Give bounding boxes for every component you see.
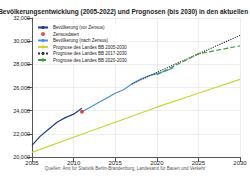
svg-text:26,000: 26,000 <box>13 85 30 91</box>
svg-text:2030: 2030 <box>233 160 247 166</box>
svg-text:Prognose des Landes BB 2017-20: Prognose des Landes BB 2017-2030 <box>53 51 127 56</box>
svg-text:Bevölkerung (vor Zensus): Bevölkerung (vor Zensus) <box>53 25 105 30</box>
svg-text:32,000: 32,000 <box>13 15 30 21</box>
svg-text:Quellen: Amt für Statistik Ber: Quellen: Amt für Statistik Berlin-Brande… <box>45 166 206 171</box>
svg-text:2020: 2020 <box>150 160 164 166</box>
svg-text:24,000: 24,000 <box>13 108 30 114</box>
svg-text:Prognose des Landes BB 2020-20: Prognose des Landes BB 2020-2030 <box>53 58 127 63</box>
svg-text:Prognose des Landes BB 2005-20: Prognose des Landes BB 2005-2030 <box>53 45 127 50</box>
svg-text:2010: 2010 <box>66 160 81 166</box>
svg-text:2005: 2005 <box>25 160 39 166</box>
svg-text:2025: 2025 <box>191 160 206 166</box>
svg-text:Zensusdaten: Zensusdaten <box>53 32 80 37</box>
svg-text:20,000: 20,000 <box>13 154 30 160</box>
svg-text:Bevölkerung (nach Zensus): Bevölkerung (nach Zensus) <box>53 38 109 43</box>
svg-text:22,000: 22,000 <box>13 131 30 137</box>
svg-text:30,000: 30,000 <box>13 38 30 44</box>
svg-text:2015: 2015 <box>108 160 122 166</box>
svg-text:28,000: 28,000 <box>13 61 30 67</box>
svg-text:Teltow: Bevölkerungsentwicklun: Teltow: Bevölkerungsentwicklung (2005-20… <box>0 8 250 16</box>
